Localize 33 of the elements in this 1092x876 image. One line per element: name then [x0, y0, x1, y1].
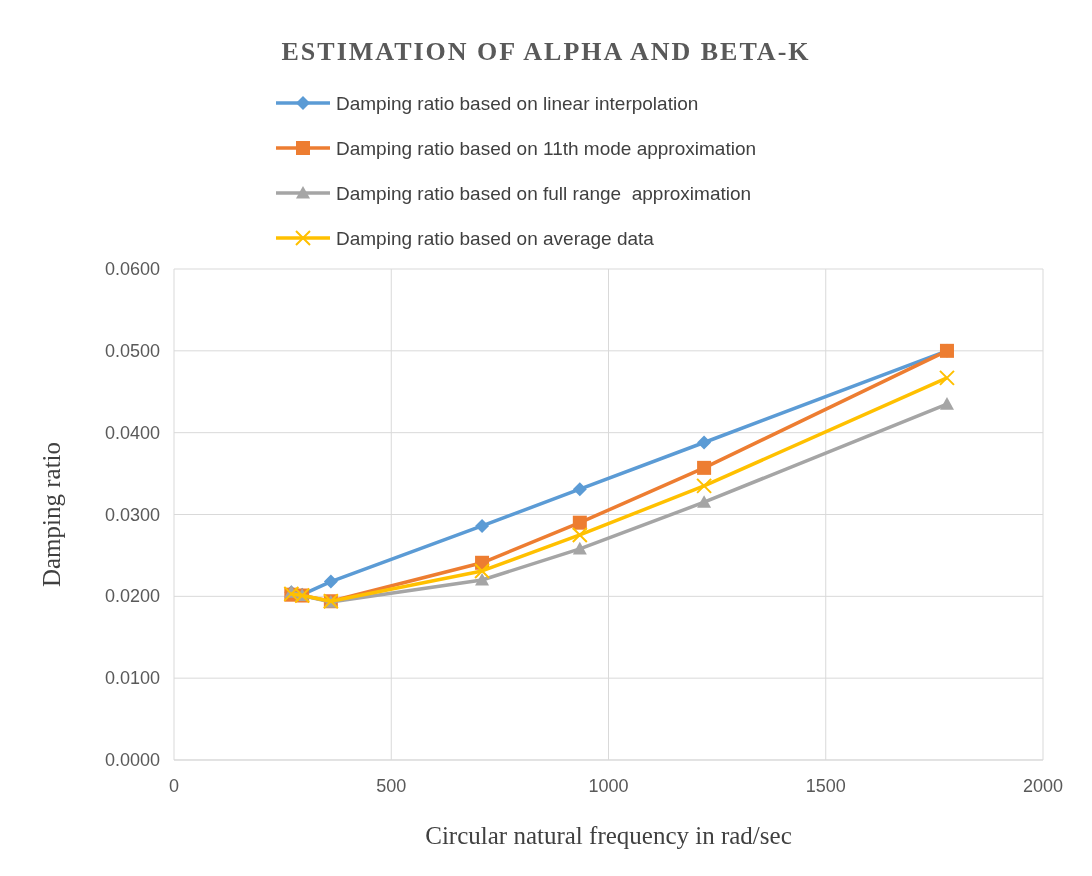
legend-label: Damping ratio based on average data [336, 228, 655, 249]
point [697, 435, 712, 450]
point [323, 574, 338, 589]
point [572, 515, 587, 530]
point [696, 477, 713, 494]
point [571, 526, 588, 543]
x-tick-label: 1000 [588, 776, 629, 796]
point [475, 518, 490, 533]
y-axis-title: Damping ratio [38, 441, 65, 588]
legend-label: Damping ratio based on linear interpolation [336, 93, 699, 114]
y-tick-label: 0.0300 [104, 504, 160, 525]
y-tick-label: 0.0500 [104, 340, 160, 361]
legend-label: Damping ratio based on full range approximation [336, 183, 752, 204]
x-axis-title: Circular natural frequency in rad/sec [425, 822, 792, 849]
point [938, 369, 955, 386]
x-tick-label: 2000 [1022, 776, 1064, 796]
point [475, 572, 490, 586]
point [697, 460, 712, 475]
y-tick-label: 0.0200 [104, 586, 160, 607]
x-tick-label: 0 [168, 776, 180, 796]
y-tick-label: 0.0100 [104, 668, 160, 689]
y-tick-label: 0.0000 [104, 750, 160, 770]
point [572, 482, 587, 497]
point [697, 495, 712, 508]
x-tick-label: 500 [376, 776, 407, 796]
legend-label: Damping ratio based on 11th mode approximation [336, 138, 757, 159]
point [939, 397, 954, 410]
x-tick-label: 1500 [805, 776, 846, 796]
point [474, 562, 491, 579]
y-tick-label: 0.0600 [104, 259, 160, 279]
y-tick-label: 0.0400 [104, 422, 160, 443]
chart-title: ESTIMATION OF ALPHA AND BETA-K [281, 37, 811, 66]
point [572, 541, 587, 555]
